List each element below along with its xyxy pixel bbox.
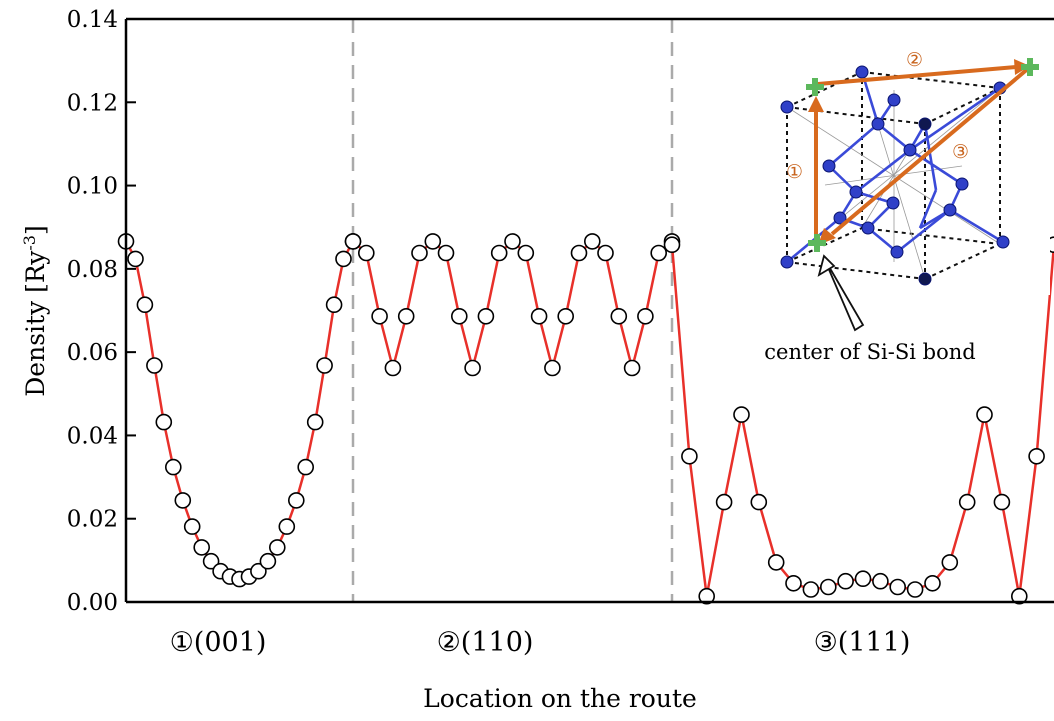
density-markers — [117, 233, 1054, 605]
data-point — [993, 493, 1011, 511]
route-number-2: ② — [906, 49, 923, 71]
segment-dividers — [351, 19, 674, 602]
segment-label-001: ①(001) — [170, 627, 267, 658]
bond-center-label: center of Si-Si bond — [764, 340, 975, 364]
si-atoms — [780, 65, 1010, 286]
data-point — [924, 574, 941, 592]
data-point — [306, 413, 324, 431]
data-point — [819, 578, 837, 596]
data-point — [127, 250, 144, 268]
data-point — [650, 244, 668, 262]
y-tick-label: 0.00 — [67, 590, 118, 616]
data-point — [872, 572, 889, 590]
data-point — [504, 233, 521, 250]
data-point — [437, 244, 455, 262]
unit-cell-edges — [786, 71, 1001, 280]
data-point — [733, 406, 750, 423]
data-point — [450, 307, 468, 325]
data-point — [250, 562, 267, 580]
data-point — [889, 578, 907, 596]
data-point — [397, 307, 415, 325]
data-point — [259, 552, 277, 570]
route-number-3: ③ — [952, 141, 969, 163]
data-point — [174, 492, 192, 509]
data-point — [958, 493, 976, 511]
data-point — [637, 307, 654, 325]
inset-background — [705, 40, 1050, 295]
data-point — [146, 357, 163, 374]
y-tick-label: 0.12 — [67, 90, 118, 116]
data-point — [597, 244, 614, 262]
data-point — [477, 307, 495, 325]
data-point — [316, 357, 333, 374]
data-point — [785, 574, 802, 592]
y-tick-label: 0.08 — [67, 257, 118, 283]
data-point — [767, 554, 785, 571]
data-point — [854, 570, 872, 588]
data-point — [335, 250, 352, 268]
y-axis: 0.00 0.02 0.04 0.06 0.08 0.10 0.12 0.14 — [67, 7, 136, 616]
data-point — [1028, 447, 1045, 465]
y-tick-label: 0.04 — [67, 423, 118, 449]
data-point — [287, 492, 305, 509]
data-point — [802, 581, 820, 598]
data-point — [371, 307, 388, 325]
data-point — [623, 359, 641, 377]
data-point — [906, 581, 924, 598]
data-point — [976, 406, 993, 423]
data-point — [583, 233, 601, 250]
data-point — [411, 244, 428, 262]
route-endpoint-markers — [806, 58, 1039, 252]
data-point — [193, 539, 210, 556]
data-point — [155, 413, 173, 431]
data-point — [136, 296, 154, 314]
data-point — [517, 244, 535, 262]
segment-label-111: ③(111) — [814, 627, 911, 658]
y-tick-label: 0.10 — [67, 174, 118, 200]
y-axis-title: Density [Ry-3] — [20, 225, 50, 397]
data-point — [202, 552, 220, 570]
data-point — [325, 296, 343, 314]
data-point — [464, 359, 481, 377]
data-point — [663, 236, 681, 253]
data-point — [557, 307, 575, 325]
data-point — [183, 518, 201, 535]
data-point — [1010, 587, 1028, 605]
route-arrows — [808, 59, 1032, 245]
data-point — [610, 307, 628, 325]
data-point — [384, 359, 402, 377]
data-point — [357, 244, 375, 262]
route-number-1: ① — [786, 161, 803, 183]
data-point — [837, 572, 854, 590]
y-tick-label: 0.14 — [67, 7, 118, 33]
y-tick-label: 0.06 — [67, 340, 118, 366]
data-point — [570, 244, 588, 262]
si-crystal-inset: ① ② ③ center of Si-Si bond — [705, 40, 1050, 364]
plot-frame — [124, 17, 1054, 604]
segment-label-110: ②(110) — [437, 627, 534, 658]
data-point — [268, 539, 286, 556]
data-point — [681, 447, 698, 465]
data-point — [165, 458, 182, 476]
data-point — [715, 493, 733, 511]
data-point — [424, 233, 442, 250]
data-point — [278, 518, 296, 535]
x-axis-title: Location on the route — [423, 684, 697, 713]
y-tick-label: 0.02 — [67, 507, 118, 533]
data-point — [941, 554, 959, 571]
data-point — [530, 307, 548, 325]
data-point — [344, 233, 362, 250]
data-point — [297, 458, 315, 476]
data-point — [544, 359, 561, 377]
data-point — [698, 587, 716, 605]
data-point — [490, 244, 508, 262]
bond-center-pointer — [817, 254, 865, 332]
data-point — [750, 493, 768, 511]
